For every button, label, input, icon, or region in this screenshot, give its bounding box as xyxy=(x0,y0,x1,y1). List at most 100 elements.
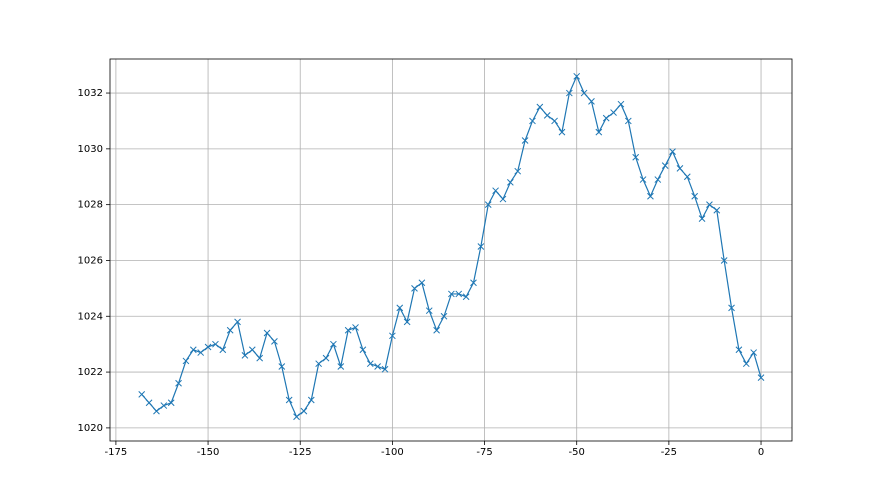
data-point xyxy=(403,318,411,326)
data-point xyxy=(683,173,691,181)
data-point xyxy=(529,117,536,125)
data-point xyxy=(455,290,463,298)
data-point xyxy=(676,165,684,172)
x-tick-label: -150 xyxy=(197,447,220,458)
data-point xyxy=(425,307,433,315)
data-point xyxy=(602,114,610,122)
data-point xyxy=(506,178,514,186)
data-point xyxy=(632,153,640,161)
data-point xyxy=(484,201,492,209)
data-point xyxy=(573,72,581,80)
data-point xyxy=(661,162,669,169)
data-point xyxy=(610,109,617,116)
data-point xyxy=(551,117,558,125)
data-point xyxy=(396,304,404,312)
data-point xyxy=(256,354,264,362)
data-point xyxy=(639,176,647,183)
data-point xyxy=(418,279,426,287)
axes-frame xyxy=(109,58,793,442)
data-point xyxy=(698,215,706,222)
x-tick-label: -25 xyxy=(661,447,677,458)
data-point xyxy=(381,365,389,373)
data-point xyxy=(514,167,522,175)
data-point xyxy=(330,340,337,348)
data-point xyxy=(307,396,315,404)
data-point xyxy=(492,187,499,195)
data-point xyxy=(433,326,440,334)
x-tick-label: -75 xyxy=(476,447,492,458)
data-point xyxy=(477,243,485,250)
data-point xyxy=(728,304,735,312)
x-tick-label: 0 xyxy=(758,447,764,458)
data-point xyxy=(234,318,241,326)
data-point xyxy=(536,103,544,111)
data-point xyxy=(300,407,308,415)
data-point xyxy=(212,340,219,348)
data-point xyxy=(315,360,323,368)
data-point xyxy=(499,195,507,203)
data-point xyxy=(271,338,278,345)
data-point xyxy=(462,293,470,301)
data-point xyxy=(145,399,153,407)
data-point xyxy=(160,402,168,409)
y-tick-label: 1028 xyxy=(78,200,103,211)
data-point xyxy=(669,148,676,155)
data-point xyxy=(359,346,367,354)
y-tick-label: 1020 xyxy=(78,423,103,434)
data-point xyxy=(691,192,699,200)
data-point xyxy=(470,279,477,287)
data-point xyxy=(322,354,330,362)
data-point xyxy=(175,379,182,387)
y-tick-label: 1026 xyxy=(78,255,103,266)
y-tick-label: 1030 xyxy=(78,144,103,155)
data-point xyxy=(713,206,721,214)
data-point xyxy=(411,285,418,292)
data-point xyxy=(565,89,573,97)
data-point xyxy=(654,176,662,183)
data-point xyxy=(293,413,300,421)
data-point xyxy=(735,346,743,354)
plot xyxy=(138,72,765,421)
data-point xyxy=(352,324,359,331)
x-tick-label: -125 xyxy=(289,447,312,458)
data-point xyxy=(153,407,160,415)
data-point xyxy=(167,399,175,407)
data-point xyxy=(588,98,595,105)
x-tick-label: -100 xyxy=(381,447,404,458)
data-point xyxy=(337,363,345,370)
data-point xyxy=(197,349,205,356)
y-tick-label: 1022 xyxy=(78,367,103,378)
data-point xyxy=(248,346,256,354)
data-point xyxy=(617,100,625,108)
data-point xyxy=(595,128,603,136)
data-point xyxy=(389,332,396,340)
data-point xyxy=(706,201,713,209)
ticks: -175 -150 -125 -100 -75 -50 -25 0 1020 1022 1024 10… xyxy=(78,88,765,458)
data-point xyxy=(138,391,146,398)
data-point xyxy=(580,89,588,97)
x-tick-label: -50 xyxy=(569,447,585,458)
data-point xyxy=(366,360,374,368)
data-point xyxy=(543,112,551,119)
data-point xyxy=(742,360,750,368)
data-point xyxy=(558,128,566,136)
data-point xyxy=(204,343,212,351)
data-point xyxy=(440,312,448,320)
data-point xyxy=(448,290,455,298)
data-point xyxy=(374,363,381,370)
data-point xyxy=(189,346,197,354)
data-point xyxy=(720,257,728,264)
data-point xyxy=(226,326,234,334)
data-point xyxy=(521,137,529,144)
data-point xyxy=(219,346,227,354)
y-tick-label: 1024 xyxy=(78,311,103,322)
data-point xyxy=(263,329,271,337)
data-point xyxy=(241,351,249,359)
data-point xyxy=(182,357,190,365)
x-tick-label: -175 xyxy=(105,447,128,458)
data-point xyxy=(624,117,632,125)
data-point xyxy=(750,349,758,356)
grid xyxy=(110,59,792,441)
